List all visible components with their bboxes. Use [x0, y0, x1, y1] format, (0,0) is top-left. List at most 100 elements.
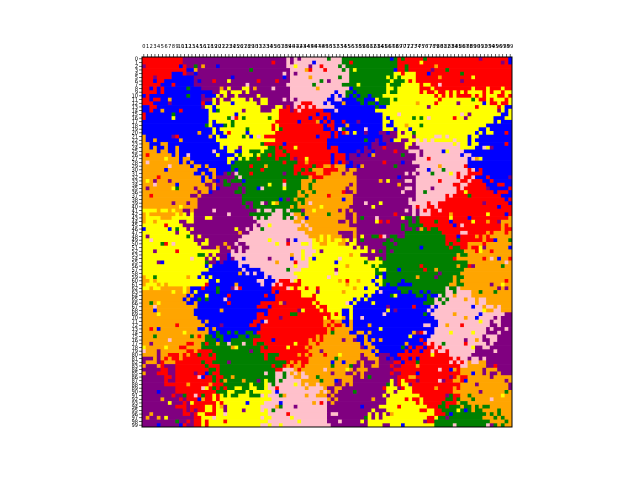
- heatmap-cell: [404, 386, 413, 391]
- heatmap-cell: [204, 260, 209, 265]
- heatmap-cell: [179, 423, 183, 428]
- heatmap-cell: [297, 64, 309, 69]
- heatmap-cell: [297, 171, 302, 176]
- heatmap-cell: [415, 101, 420, 106]
- heatmap-cell: [423, 57, 428, 61]
- y-tick-label: 48: [132, 234, 138, 240]
- x-tick-label: 71: [403, 44, 409, 50]
- heatmap-cell: [216, 153, 220, 158]
- heatmap-cell: [149, 108, 154, 113]
- heatmap-cell: [278, 301, 283, 306]
- heatmap-cell: [489, 97, 494, 102]
- heatmap-cell: [500, 256, 509, 261]
- heatmap-cell: [208, 253, 213, 258]
- heatmap-cell: [186, 393, 195, 398]
- heatmap-cell: [275, 145, 280, 150]
- heatmap-cell: [397, 234, 405, 239]
- heatmap-cell: [160, 423, 180, 428]
- heatmap-cell: [275, 356, 309, 361]
- heatmap-cell: [319, 242, 328, 246]
- heatmap-cell: [312, 301, 317, 306]
- heatmap-cell: [426, 90, 435, 95]
- heatmap-cell: [389, 412, 394, 417]
- heatmap-cell: [419, 408, 428, 413]
- heatmap-cell: [330, 131, 335, 135]
- heatmap-cell: [253, 349, 261, 354]
- heatmap-cell: [449, 219, 454, 224]
- heatmap-cell: [216, 149, 228, 154]
- heatmap-cell: [456, 293, 472, 298]
- heatmap-cell: [371, 412, 376, 417]
- heatmap-cell: [371, 408, 376, 413]
- heatmap-cell: [452, 279, 457, 283]
- heatmap-cell: [352, 234, 357, 239]
- heatmap-cell: [460, 171, 468, 176]
- heatmap-cell: [234, 112, 239, 117]
- heatmap-cell: [327, 330, 331, 335]
- heatmap-cell: [497, 371, 502, 376]
- heatmap-cell: [323, 119, 328, 124]
- y-tick-label: 84: [132, 367, 138, 373]
- heatmap-cell: [389, 293, 394, 298]
- heatmap-cell: [386, 308, 391, 313]
- y-tick-label: 6: [135, 79, 138, 85]
- heatmap-cell: [223, 86, 228, 91]
- heatmap-cell: [486, 101, 491, 106]
- x-tick-label: 77: [426, 44, 432, 50]
- heatmap-cell: [308, 341, 317, 346]
- heatmap-cell: [404, 208, 409, 213]
- heatmap-cell: [204, 338, 217, 343]
- heatmap-cell: [190, 160, 195, 165]
- heatmap-cell: [286, 286, 291, 291]
- heatmap-cell: [327, 412, 331, 417]
- heatmap-cell: [330, 79, 350, 84]
- heatmap-cell: [482, 290, 494, 295]
- heatmap-cell: [500, 304, 513, 309]
- heatmap-cell: [260, 345, 265, 350]
- heatmap-cell: [404, 216, 413, 221]
- heatmap-cell: [445, 242, 450, 246]
- heatmap-cell: [408, 145, 420, 150]
- heatmap-cell: [223, 308, 269, 313]
- heatmap-cell: [315, 105, 335, 110]
- heatmap-cell: [441, 97, 472, 102]
- heatmap-cell: [449, 404, 461, 409]
- heatmap-cell: [142, 353, 158, 357]
- heatmap-cell: [334, 164, 346, 169]
- heatmap-cell: [212, 123, 224, 128]
- heatmap-cell: [438, 367, 442, 372]
- heatmap-cell: [290, 412, 328, 417]
- heatmap-cell: [327, 116, 331, 121]
- heatmap-cell: [382, 138, 391, 143]
- heatmap-cell: [197, 412, 206, 417]
- heatmap-cell: [327, 101, 331, 106]
- heatmap-cell: [282, 182, 287, 187]
- heatmap-cell: [219, 179, 224, 184]
- heatmap-cell: [323, 79, 328, 84]
- y-tick-label: 47: [132, 231, 138, 237]
- heatmap-cell: [430, 71, 461, 76]
- heatmap-cell: [193, 216, 206, 221]
- y-tick-label: 49: [132, 238, 138, 244]
- heatmap-cell: [282, 171, 287, 176]
- heatmap-cell: [142, 371, 146, 376]
- heatmap-cell: [404, 227, 413, 232]
- heatmap-cell: [412, 386, 435, 391]
- heatmap-cell: [352, 171, 405, 176]
- heatmap-cell: [297, 353, 302, 357]
- heatmap-cell: [456, 116, 465, 121]
- heatmap-cell: [352, 68, 357, 73]
- heatmap-cell: [223, 375, 232, 380]
- heatmap-cell: [260, 415, 265, 420]
- heatmap-cell: [253, 338, 272, 343]
- heatmap-cell: [352, 364, 361, 369]
- heatmap-cell: [142, 112, 146, 117]
- heatmap-cell: [212, 97, 217, 102]
- heatmap-cell: [142, 68, 187, 73]
- heatmap-cell: [323, 249, 368, 254]
- heatmap-cell: [293, 341, 298, 346]
- heatmap-cell: [386, 145, 405, 150]
- heatmap-cell: [293, 371, 298, 376]
- heatmap-cell: [142, 182, 154, 187]
- heatmap-cell: [193, 293, 206, 298]
